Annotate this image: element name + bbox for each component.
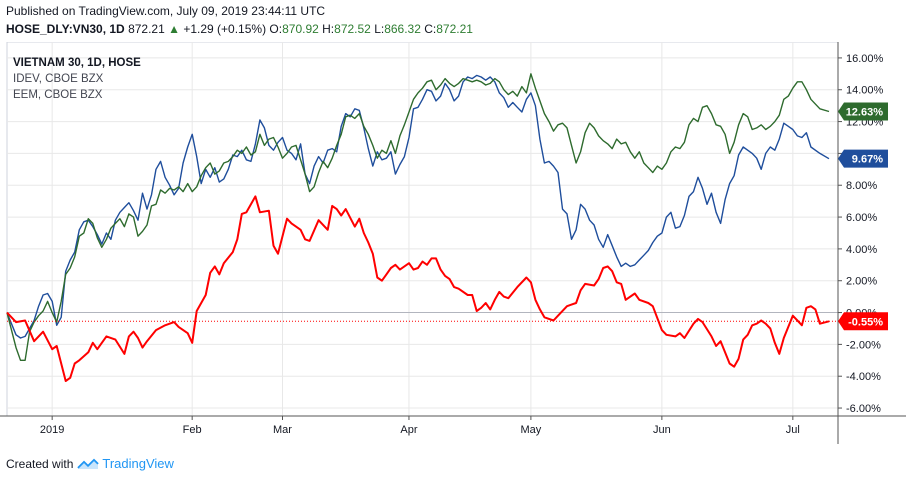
footer: Created with TradingView (6, 456, 174, 471)
series-layer (6, 73, 838, 382)
change-arrow-icon: ▲ (168, 22, 180, 36)
x-tick-label: Mar (273, 424, 292, 436)
open-value: 870.92 (282, 22, 319, 36)
legend-entry-eem: EEM, CBOE BZX (13, 89, 103, 101)
high-label: H: (322, 22, 335, 36)
axis-layer: 16.00%14.00%12.00%10.00%8.00%6.00%4.00%2… (0, 42, 906, 444)
published-line: Published on TradingView.com, July 09, 2… (6, 4, 325, 18)
tradingview-logo-icon (77, 458, 100, 469)
label-layer: -0.55% 9.67% 12.63% (838, 102, 888, 331)
grid-layer (6, 41, 839, 417)
end-value-box (838, 149, 888, 168)
close-value: 872.21 (436, 22, 473, 36)
x-tick-label: Jul (786, 424, 800, 436)
symbol-label: HOSE_DLY:VN30, 1D (6, 22, 125, 36)
y-tick-label: -2.00% (846, 339, 881, 351)
series-line-idev (6, 74, 830, 339)
created-with-label: Created with (6, 456, 74, 471)
y-tick-label: 6.00% (846, 212, 877, 224)
y-tick-label: 14.00% (846, 85, 884, 97)
end-value-label-vn30: -0.55% (838, 312, 888, 331)
y-tick-label: -6.00% (846, 403, 881, 415)
low-value: 866.32 (384, 22, 421, 36)
published-text: Published on TradingView.com, July 09, 2… (6, 4, 326, 18)
end-value-box (838, 102, 888, 121)
end-value-label-idev: 9.67% (838, 149, 888, 168)
open-label: O: (269, 22, 283, 36)
end-value-text: 9.67% (852, 154, 883, 166)
close-label: C: (424, 22, 437, 36)
series-line-vn30 (6, 195, 830, 382)
x-tick-label: May (521, 424, 542, 436)
high-value: 872.52 (334, 22, 371, 36)
x-tick-label: 2019 (40, 424, 64, 436)
legend-layer: VIETNAM 30, 1D, HOSE IDEV, CBOE BZX EEM, C… (13, 57, 141, 101)
last-price: 872.21 (128, 22, 165, 36)
y-tick-label: -4.00% (846, 371, 881, 383)
end-value-text: 12.63% (846, 107, 884, 119)
end-value-label-eem: 12.63% (838, 102, 888, 121)
legend-entry-idev: IDEV, CBOE BZX (13, 73, 104, 85)
change-value: +1.29 (+0.15%) (183, 22, 267, 36)
y-tick-label: 12.00% (846, 117, 884, 129)
chart-svg[interactable]: 16.00%14.00%12.00%10.00%8.00%6.00%4.00%2… (0, 41, 906, 445)
end-value-box (838, 312, 888, 331)
series-line-eem (6, 73, 830, 361)
y-tick-label: 16.00% (846, 53, 884, 65)
x-tick-label: Apr (400, 424, 417, 436)
legend-entry-vn30: VIETNAM 30, 1D, HOSE (13, 57, 141, 69)
x-tick-label: Jun (653, 424, 671, 436)
x-tick-label: Feb (183, 424, 202, 436)
y-tick-label: 2.00% (846, 276, 877, 288)
ohlc-line: HOSE_DLY:VN30, 1D 872.21 ▲ +1.29 (+0.15%… (6, 22, 473, 36)
tradingview-brand-link[interactable]: TradingView (102, 456, 174, 471)
low-label: L: (374, 22, 385, 36)
end-value-text: -0.55% (848, 316, 883, 328)
chart-area[interactable]: 16.00%14.00%12.00%10.00%8.00%6.00%4.00%2… (0, 41, 906, 445)
y-tick-label: 4.00% (846, 244, 877, 256)
y-tick-label: 8.00% (846, 180, 877, 192)
